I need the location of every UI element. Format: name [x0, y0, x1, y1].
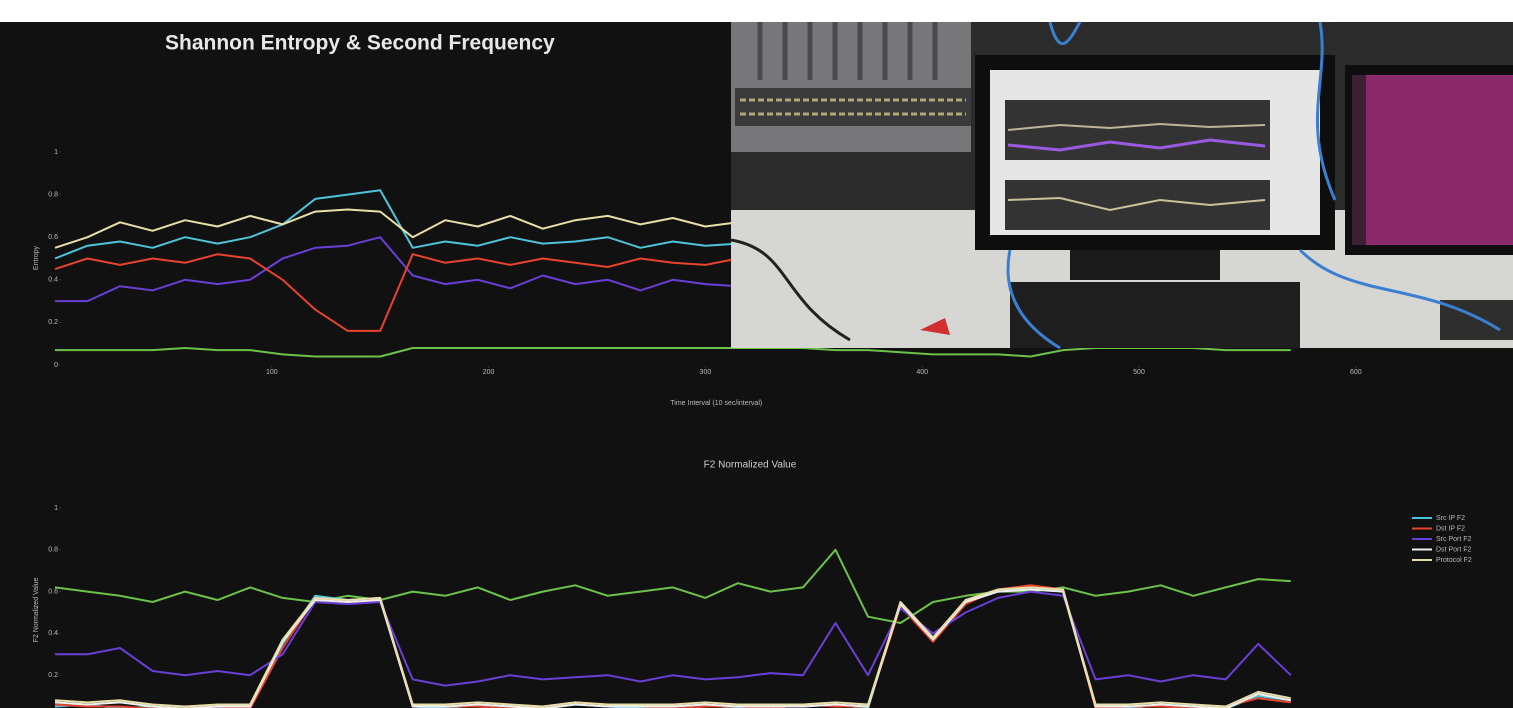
screen-line	[1007, 196, 1266, 212]
series-line	[54, 586, 1291, 708]
y-axis-label: Entropy	[33, 245, 40, 270]
series-line	[55, 347, 1291, 358]
screen-line	[1007, 122, 1266, 131]
y-tick-label: 0.8	[48, 547, 58, 554]
rack-fins	[757, 22, 938, 80]
server-rack	[731, 22, 971, 152]
x-tick-label: 400	[916, 369, 928, 376]
keyboard	[1010, 282, 1300, 348]
monitor-stand	[1070, 250, 1220, 280]
chart-title: F2 Normalized Value	[704, 460, 797, 471]
series-line	[55, 590, 1292, 687]
y-tick-label: 0.2	[48, 319, 58, 326]
terminal-screen	[1352, 75, 1513, 245]
y-tick-label: 1	[54, 505, 58, 512]
y-axis-label: F2 Normalized Value	[33, 577, 40, 642]
legend-label: Src Port F2	[1436, 536, 1472, 543]
x-tick-label: 500	[1133, 369, 1145, 376]
y-tick-label: 0	[54, 362, 58, 369]
x-tick-label: 200	[483, 369, 495, 376]
lab-photo	[730, 21, 1513, 350]
y-tick-label: 0.6	[48, 234, 58, 241]
x-tick-label: 300	[700, 369, 712, 376]
screen-line	[1007, 138, 1266, 152]
x-axis-label: Time Interval (10 sec/interval)	[670, 400, 762, 407]
cables	[1006, 21, 1501, 350]
legend-label: Dst IP F2	[1436, 525, 1465, 532]
x-tick-label: 600	[1350, 369, 1362, 376]
top-strip	[0, 0, 1513, 22]
y-tick-label: 0.8	[48, 191, 58, 198]
object	[920, 318, 950, 335]
x-tick-label: 100	[266, 369, 278, 376]
y-tick-label: 0.6	[48, 588, 58, 595]
legend-label: Dst Port F2	[1436, 546, 1472, 553]
y-tick-label: 0.2	[48, 672, 58, 679]
network-switch	[735, 88, 971, 126]
series-line	[54, 548, 1291, 624]
legend-label: Protocol F2	[1436, 557, 1472, 564]
screen-chart	[1005, 100, 1270, 160]
y-tick-label: 0.4	[48, 277, 58, 284]
y-tick-label: 0.4	[48, 630, 58, 637]
cable	[730, 238, 851, 342]
launcher	[1352, 75, 1366, 245]
legend-label: Src IP F2	[1436, 515, 1465, 522]
y-tick-label: 1	[54, 149, 58, 156]
chart-title: Shannon Entropy & Second Frequency	[165, 32, 555, 55]
